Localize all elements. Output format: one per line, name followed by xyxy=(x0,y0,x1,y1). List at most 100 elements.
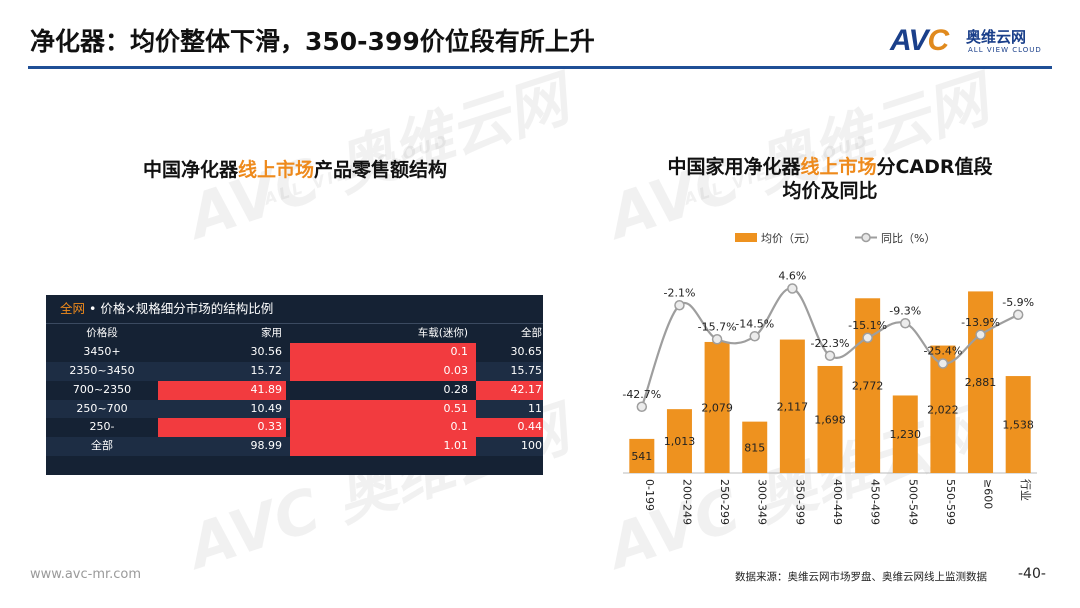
table-row: 3450+ 30.56 0.1 30.65 xyxy=(46,342,543,362)
yoy-value-label: -13.9% xyxy=(961,316,1000,329)
yoy-value-label: -2.1% xyxy=(663,286,695,299)
yoy-point-550-599 xyxy=(937,358,949,369)
logo-en-text: ALL VIEW CLOUD xyxy=(968,46,1042,54)
yoy-line xyxy=(640,287,1019,408)
price-band-cell: 3450+ xyxy=(83,344,121,358)
price-band-cell: 250~700 xyxy=(76,401,128,415)
table-row: 700~2350 41.89 0.28 42.17 xyxy=(46,380,543,400)
bar-value-label: 1,698 xyxy=(814,413,846,426)
left-panel-title: 中国净化器线上市场产品零售额结构 xyxy=(142,159,448,181)
combo-chart: 均价（元） 同比（%） 541 1,013 2,079 815 2,117 1,698 2,77… xyxy=(622,232,1037,525)
x-tick-label: 200-249 xyxy=(680,479,693,525)
x-tick-label: 300-349 xyxy=(756,479,769,525)
x-tick-label: 350-399 xyxy=(793,479,806,525)
yoy-value-label: -9.3% xyxy=(889,304,921,317)
x-tick-label: 550-599 xyxy=(944,479,957,525)
x-tick-label: 500-549 xyxy=(906,479,919,525)
x-tick-label: ≥600 xyxy=(982,479,995,509)
yoy-value-label: -42.7% xyxy=(622,388,661,401)
bar-450-499 xyxy=(855,298,881,473)
page-number: -40- xyxy=(1018,566,1046,582)
x-tick-label: 250-299 xyxy=(718,479,731,525)
home-share-cell: 41.89 xyxy=(158,380,286,400)
yoy-point-350-399 xyxy=(787,283,798,294)
home-share-cell: 98.99 xyxy=(250,439,283,453)
car-share-cell: 0.03 xyxy=(290,361,476,381)
yoy-value-label: -15.7% xyxy=(698,320,737,333)
bar-350-399 xyxy=(779,339,805,473)
home-share-cell: 0.33 xyxy=(158,418,286,438)
logo-mark: AVC xyxy=(890,24,949,57)
x-tick-label: 400-449 xyxy=(831,479,844,525)
all-share-cell: 30.65 xyxy=(510,344,543,358)
price-band-cell: 250- xyxy=(89,420,115,434)
table-row: 2350~3450 15.72 0.03 15.75 xyxy=(46,361,543,381)
bar-value-label: 1,230 xyxy=(890,428,922,441)
bar-value-label: 815 xyxy=(744,441,765,454)
structure-table: 全网 • 价格×规格细分市场的结构比例 价格段 家用 车载(迷你) 全部 345… xyxy=(46,295,543,475)
home-share-cell: 30.56 xyxy=(250,344,283,358)
home-share-cell: 15.72 xyxy=(250,363,283,377)
bar-250-299 xyxy=(704,341,730,473)
x-tick-label: 行业 xyxy=(1019,479,1032,501)
col-header: 价格段 xyxy=(86,327,118,339)
yoy-value-label: -22.3% xyxy=(811,337,850,350)
yoy-value-label: 4.6% xyxy=(778,270,806,283)
page-title: 净化器：均价整体下滑，350-399价位段有所上升 xyxy=(30,27,595,56)
chart-title: 中国家用净化器线上市场分CADR值段 均价及同比 xyxy=(667,156,993,202)
legend-line-label: 同比（%） xyxy=(881,232,935,245)
yoy-point-≥600 xyxy=(975,329,986,340)
bar-value-label: 2,881 xyxy=(965,376,997,389)
all-share-cell: 0.44 xyxy=(476,418,543,438)
all-share-cell: 15.75 xyxy=(510,363,543,377)
bar-value-label: 541 xyxy=(631,450,652,463)
price-band-cell: 全部 xyxy=(91,439,113,453)
bar-≥600 xyxy=(968,291,994,473)
col-header: 家用 xyxy=(261,327,282,339)
all-share-cell: 11 xyxy=(528,401,542,415)
yoy-point-行业 xyxy=(1012,309,1024,320)
title-rule xyxy=(28,66,1052,69)
car-share-cell: 0.51 xyxy=(290,399,476,419)
table-caption: 全网 • 价格×规格细分市场的结构比例 xyxy=(46,295,543,324)
table-row: 250~700 10.49 0.51 11 xyxy=(46,399,543,419)
price-band-cell: 2350~3450 xyxy=(69,363,135,377)
bar-200-249 xyxy=(666,409,692,473)
bar-value-label: 2,022 xyxy=(927,403,959,416)
all-share-cell: 100 xyxy=(521,439,542,453)
bar-value-label: 1,538 xyxy=(1002,419,1034,432)
yoy-point-300-349 xyxy=(749,331,760,342)
car-share-cell: 0.1 xyxy=(290,418,476,438)
avc-logo: AVC 奥维云网 ALL VIEW CLOUD xyxy=(890,20,1060,60)
yoy-value-label: -25.4% xyxy=(923,345,962,358)
legend-bar-label: 均价（元） xyxy=(761,232,816,245)
yoy-point-500-549 xyxy=(900,318,911,329)
home-share-cell: 10.49 xyxy=(250,401,283,415)
yoy-point-250-299 xyxy=(711,334,723,345)
car-share-cell: 0.28 xyxy=(443,382,469,396)
legend-line-marker xyxy=(861,232,871,243)
bar-value-label: 1,013 xyxy=(664,435,696,448)
x-tick-label: 450-499 xyxy=(869,479,882,525)
bar-0-199 xyxy=(629,438,655,473)
table-row: 全部 98.99 1.01 100 xyxy=(46,437,543,457)
bar-value-label: 2,079 xyxy=(701,401,733,414)
col-header: 全部 xyxy=(521,327,542,339)
yoy-value-label: -5.9% xyxy=(1002,296,1034,309)
yoy-point-0-199 xyxy=(636,401,648,412)
bar-value-label: 2,117 xyxy=(777,400,809,413)
yoy-point-200-249 xyxy=(674,300,685,311)
table-row: 250- 0.33 0.1 0.44 xyxy=(46,418,543,438)
yoy-point-400-449 xyxy=(824,350,836,361)
yoy-value-label: -14.5% xyxy=(735,317,774,330)
footer-url[interactable]: www.avc-mr.com xyxy=(30,567,142,582)
all-share-cell: 42.17 xyxy=(476,380,543,400)
bar-400-449 xyxy=(817,365,843,473)
col-header: 车载(迷你) xyxy=(417,327,468,339)
price-band-cell: 700~2350 xyxy=(72,382,132,396)
logo-cn-text: 奥维云网 xyxy=(966,28,1027,46)
bar-300-349 xyxy=(742,421,768,473)
bar-value-label: 2,772 xyxy=(852,380,884,393)
table-header-row: 价格段 家用 车载(迷你) 全部 xyxy=(46,324,543,343)
bar-500-549 xyxy=(892,395,918,473)
